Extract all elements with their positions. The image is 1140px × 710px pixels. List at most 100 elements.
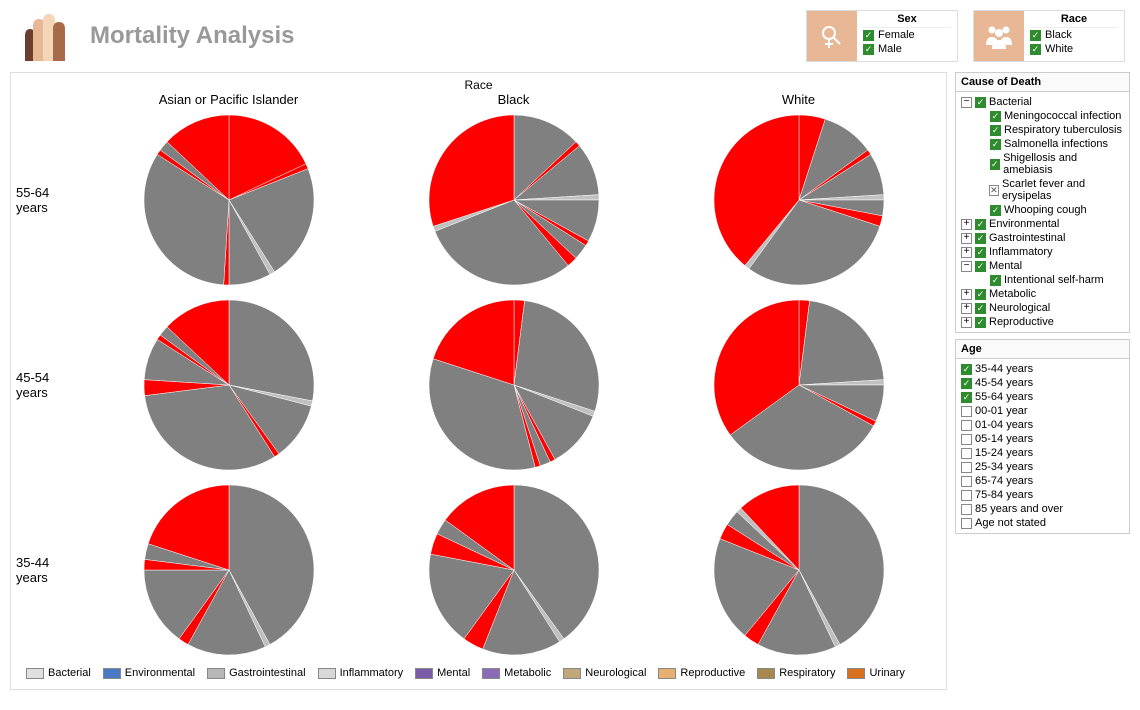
cause-child-item[interactable]: Scarlet fever and erysipelas bbox=[976, 177, 1124, 203]
checkbox[interactable] bbox=[975, 233, 986, 244]
tree-toggle[interactable]: + bbox=[961, 303, 972, 314]
cause-item[interactable]: +Gastrointestinal bbox=[961, 231, 1124, 245]
col-label: White bbox=[656, 92, 941, 107]
row-label: 55-64 years bbox=[16, 107, 86, 292]
cause-child-item[interactable]: Respiratory tuberculosis bbox=[976, 123, 1124, 137]
cause-item[interactable]: +Environmental bbox=[961, 217, 1124, 231]
logo-icon bbox=[15, 11, 75, 61]
checkbox[interactable] bbox=[975, 303, 986, 314]
tree-toggle[interactable]: − bbox=[961, 261, 972, 272]
legend-item: Mental bbox=[415, 667, 470, 679]
checkbox[interactable] bbox=[961, 378, 972, 389]
checkbox[interactable] bbox=[961, 420, 972, 431]
legend-swatch bbox=[757, 668, 775, 679]
sex-filter-item[interactable]: Male bbox=[863, 42, 951, 56]
cause-item[interactable]: +Reproductive bbox=[961, 315, 1124, 329]
age-label: 65-74 years bbox=[975, 475, 1033, 487]
age-item[interactable]: 65-74 years bbox=[961, 474, 1124, 488]
checkbox[interactable] bbox=[990, 125, 1001, 136]
cause-item[interactable]: − Bacterial bbox=[961, 95, 1124, 109]
checkbox[interactable] bbox=[990, 159, 1001, 170]
checkbox[interactable] bbox=[961, 406, 972, 417]
tree-toggle[interactable]: + bbox=[961, 247, 972, 258]
tree-toggle[interactable]: + bbox=[961, 289, 972, 300]
checkbox[interactable] bbox=[961, 490, 972, 501]
checkbox[interactable] bbox=[961, 364, 972, 375]
cause-label: Bacterial bbox=[989, 96, 1032, 108]
age-label: 35-44 years bbox=[975, 363, 1033, 375]
checkbox[interactable] bbox=[990, 111, 1001, 122]
race-filter-item[interactable]: White bbox=[1030, 42, 1118, 56]
cause-child-item[interactable]: Shigellosis and amebiasis bbox=[976, 151, 1124, 177]
pie-chart bbox=[656, 107, 941, 292]
legend-label: Environmental bbox=[125, 667, 195, 679]
checkbox[interactable] bbox=[990, 275, 1001, 286]
cause-item[interactable]: +Inflammatory bbox=[961, 245, 1124, 259]
chart-area: Race Asian or Pacific Islander Black Whi… bbox=[10, 72, 947, 690]
row-label: 35-44 years bbox=[16, 477, 86, 662]
age-panel: Age 35-44 years45-54 years55-64 years00-… bbox=[955, 339, 1130, 534]
age-item[interactable]: 55-64 years bbox=[961, 390, 1124, 404]
age-item[interactable]: 05-14 years bbox=[961, 432, 1124, 446]
legend-swatch bbox=[103, 668, 121, 679]
cause-item[interactable]: −Mental bbox=[961, 259, 1124, 273]
age-label: 55-64 years bbox=[975, 391, 1033, 403]
checkbox[interactable] bbox=[961, 504, 972, 515]
age-item[interactable]: 25-34 years bbox=[961, 460, 1124, 474]
tree-toggle[interactable]: + bbox=[961, 233, 972, 244]
age-item[interactable]: 15-24 years bbox=[961, 446, 1124, 460]
race-filter: Race BlackWhite bbox=[973, 10, 1125, 62]
checkbox[interactable] bbox=[961, 392, 972, 403]
filter-item-label: Male bbox=[878, 43, 902, 55]
age-item[interactable]: Age not stated bbox=[961, 516, 1124, 530]
checkbox[interactable] bbox=[990, 139, 1001, 150]
cause-label: Whooping cough bbox=[1004, 204, 1087, 216]
checkbox[interactable] bbox=[863, 30, 874, 41]
checkbox[interactable] bbox=[961, 434, 972, 445]
checkbox[interactable] bbox=[961, 448, 972, 459]
checkbox[interactable] bbox=[1030, 44, 1041, 55]
age-label: 01-04 years bbox=[975, 419, 1033, 431]
checkbox[interactable] bbox=[975, 261, 986, 272]
legend-label: Reproductive bbox=[680, 667, 745, 679]
legend-item: Respiratory bbox=[757, 667, 835, 679]
cause-label: Metabolic bbox=[989, 288, 1036, 300]
cause-child-item[interactable]: Intentional self-harm bbox=[976, 273, 1124, 287]
age-item[interactable]: 45-54 years bbox=[961, 376, 1124, 390]
age-label: 25-34 years bbox=[975, 461, 1033, 473]
pie-chart bbox=[86, 477, 371, 662]
checkbox[interactable] bbox=[975, 289, 986, 300]
checkbox[interactable] bbox=[961, 518, 972, 529]
legend-swatch bbox=[207, 668, 225, 679]
age-item[interactable]: 01-04 years bbox=[961, 418, 1124, 432]
cause-child-item[interactable]: Meningococcal infection bbox=[976, 109, 1124, 123]
age-item[interactable]: 75-84 years bbox=[961, 488, 1124, 502]
checkbox[interactable] bbox=[863, 44, 874, 55]
cause-item[interactable]: + Metabolic bbox=[961, 287, 1124, 301]
cause-child-item[interactable]: Whooping cough bbox=[976, 203, 1124, 217]
legend-swatch bbox=[318, 668, 336, 679]
checkbox[interactable] bbox=[975, 317, 986, 328]
checkbox[interactable] bbox=[961, 462, 972, 473]
legend-item: Reproductive bbox=[658, 667, 745, 679]
tree-toggle[interactable]: + bbox=[961, 219, 972, 230]
checkbox[interactable] bbox=[1030, 30, 1041, 41]
age-item[interactable]: 00-01 year bbox=[961, 404, 1124, 418]
race-filter-item[interactable]: Black bbox=[1030, 28, 1118, 42]
sex-filter-item[interactable]: Female bbox=[863, 28, 951, 42]
age-label: Age not stated bbox=[975, 517, 1046, 529]
tree-toggle[interactable]: − bbox=[961, 97, 972, 108]
checkbox[interactable] bbox=[975, 219, 986, 230]
col-label: Asian or Pacific Islander bbox=[86, 92, 371, 107]
age-item[interactable]: 85 years and over bbox=[961, 502, 1124, 516]
tree-toggle[interactable]: + bbox=[961, 317, 972, 328]
legend-item: Neurological bbox=[563, 667, 646, 679]
checkbox[interactable] bbox=[990, 205, 1001, 216]
checkbox[interactable] bbox=[961, 476, 972, 487]
checkbox[interactable] bbox=[989, 185, 999, 196]
checkbox[interactable] bbox=[975, 97, 986, 108]
cause-item[interactable]: +Neurological bbox=[961, 301, 1124, 315]
cause-child-item[interactable]: Salmonella infections bbox=[976, 137, 1124, 151]
checkbox[interactable] bbox=[975, 247, 986, 258]
age-item[interactable]: 35-44 years bbox=[961, 362, 1124, 376]
